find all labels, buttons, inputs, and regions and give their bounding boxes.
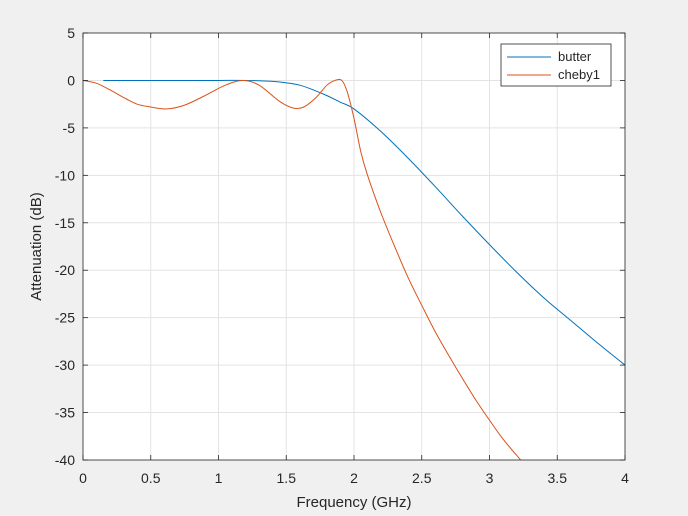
y-axis-label: Attenuation (dB) (28, 192, 45, 300)
legend[interactable]: butter cheby1 (500, 43, 612, 87)
x-axis-label: Frequency (GHz) (296, 494, 411, 511)
y-tick-label: -15 (55, 215, 75, 231)
tick-labels: 0 0.5 1 1.5 2 2.5 3 3.5 4 5 0 -5 -10 -15 -20 -25 -30 -35 -… (55, 25, 629, 486)
x-tick-label: 0.5 (141, 470, 161, 486)
y-tick-label: 5 (67, 25, 75, 41)
x-tick-label: 4 (621, 470, 629, 486)
y-tick-label: -10 (55, 167, 75, 183)
legend-box (500, 43, 612, 87)
ticks (82, 32, 626, 461)
y-tick-label: -5 (63, 120, 76, 136)
legend-label-butter: butter (558, 49, 592, 64)
y-tick-label: -35 (55, 405, 75, 421)
legend-label-cheby1: cheby1 (558, 67, 600, 82)
x-tick-label: 3.5 (548, 470, 568, 486)
series-line-cheby1 (83, 78, 522, 460)
y-tick-label: 0 (67, 72, 75, 88)
x-tick-label: 2.5 (412, 470, 432, 486)
x-tick-label: 3 (486, 470, 494, 486)
x-tick-label: 2 (350, 470, 358, 486)
y-tick-label: -20 (55, 262, 75, 278)
x-tick-label: 1.5 (277, 470, 297, 486)
series-layer (83, 78, 625, 460)
x-tick-label: 1 (215, 470, 223, 486)
y-tick-label: -30 (55, 357, 75, 373)
y-tick-label: -40 (55, 452, 75, 468)
x-tick-label: 0 (79, 470, 87, 486)
series-line-butter (103, 79, 625, 366)
y-tick-label: -25 (55, 310, 75, 326)
